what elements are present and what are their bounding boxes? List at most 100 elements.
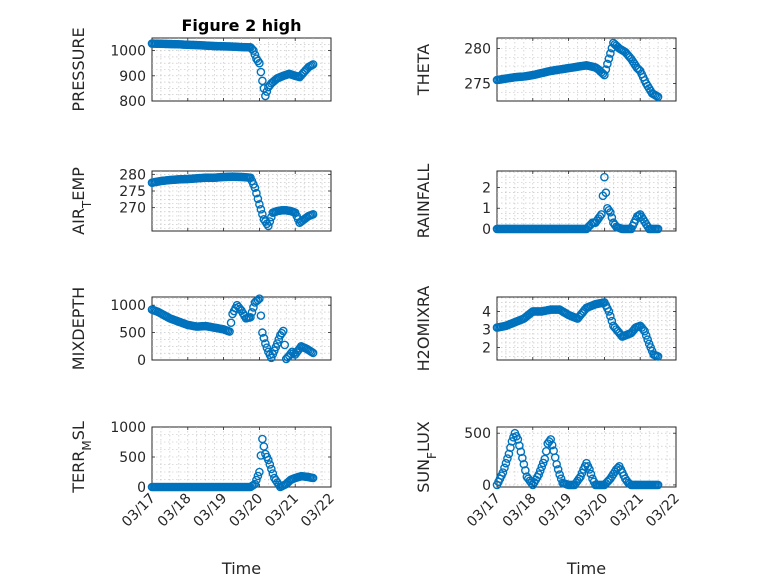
data-point	[601, 188, 611, 198]
data-point	[503, 454, 512, 463]
series-markers	[492, 428, 663, 490]
y-tick-label: 0	[137, 480, 146, 496]
y-tick-label: 4	[482, 304, 491, 320]
data-point	[595, 212, 605, 221]
data-point	[267, 464, 276, 474]
data-point	[256, 67, 266, 77]
data-point	[249, 46, 258, 55]
x-tick-label: 03/17	[464, 491, 504, 531]
data-point	[585, 465, 594, 474]
data-point	[253, 471, 263, 481]
panel-theta: 275 280 THETA	[414, 37, 677, 102]
data-point	[308, 60, 318, 69]
y-tick-label: 500	[119, 326, 146, 342]
panel-pressure: 800 900 1000 PRESSURE Figure 2 high	[69, 16, 332, 112]
data-point	[547, 440, 557, 450]
data-point	[308, 210, 318, 219]
y-tick-label: 1	[482, 201, 491, 217]
y-axis-label: PRESSURE	[69, 27, 88, 111]
data-point	[519, 459, 529, 469]
data-point	[261, 339, 270, 348]
data-point	[518, 453, 527, 463]
data-point	[268, 469, 278, 478]
y-axis-label: THETA	[414, 44, 433, 96]
x-tick-label: 03/20	[571, 491, 611, 531]
x-tick-label: 03/18	[155, 491, 195, 531]
data-point	[555, 470, 564, 479]
data-point	[643, 335, 652, 344]
series-markers	[147, 172, 318, 231]
x-tick-label: 03/21	[262, 491, 302, 531]
y-tick-label: 1000	[110, 420, 146, 436]
data-point	[256, 451, 266, 460]
data-point	[506, 443, 515, 452]
data-point	[278, 326, 288, 336]
data-point	[604, 54, 614, 63]
series-markers	[147, 434, 318, 492]
data-point	[641, 331, 651, 340]
data-point	[535, 466, 545, 476]
x-axis-label: Time	[221, 559, 261, 578]
data-point	[653, 224, 663, 234]
y-axis-label: MIXDEPTH	[69, 287, 88, 370]
data-point	[553, 465, 563, 474]
data-point	[265, 217, 275, 226]
data-point	[516, 447, 526, 457]
panel-h2omixra: 2 3 4 H2OMIXRA	[414, 286, 677, 371]
plot-area	[496, 426, 677, 488]
data-point	[601, 65, 611, 74]
y-axis-label: AIRTEMP	[69, 167, 94, 235]
data-point	[247, 308, 257, 317]
data-point	[255, 200, 264, 209]
data-point	[261, 91, 270, 101]
data-point	[253, 194, 263, 204]
data-point	[500, 463, 509, 473]
data-point	[256, 311, 266, 320]
y-axis-label: SUNFLUX	[414, 421, 439, 493]
y-tick-label: 1000	[110, 44, 146, 60]
y-tick-label: 270	[119, 201, 146, 217]
data-point	[501, 458, 511, 468]
data-point	[252, 475, 261, 485]
x-tick-label: 03/19	[536, 491, 576, 531]
y-tick-label: 275	[119, 184, 146, 200]
data-point	[604, 307, 614, 316]
data-point	[540, 454, 550, 464]
data-point	[538, 458, 548, 468]
x-tick-label: 03/17	[119, 491, 159, 531]
data-point	[504, 449, 514, 459]
series-markers	[492, 172, 663, 234]
panel-rainfall: 0 1 2 RAINFALL	[414, 164, 677, 238]
data-point	[653, 92, 663, 102]
y-tick-label: 0	[482, 478, 491, 494]
x-axis-label: Time	[566, 559, 606, 578]
data-point	[255, 294, 264, 303]
data-point	[262, 343, 272, 352]
data-point	[250, 183, 260, 192]
data-point	[256, 205, 266, 214]
data-point	[255, 467, 264, 477]
data-point	[597, 210, 606, 219]
data-point	[498, 468, 508, 477]
data-point	[264, 221, 273, 231]
data-point	[586, 469, 596, 479]
data-point	[515, 441, 524, 450]
data-point	[250, 479, 260, 489]
x-tick-label: 03/18	[500, 491, 540, 531]
y-tick-label: 900	[119, 69, 146, 85]
data-point	[265, 460, 275, 469]
data-point	[246, 312, 255, 322]
data-point	[653, 352, 663, 361]
data-point	[653, 480, 663, 490]
y-axis-label: TERRMSL	[69, 421, 94, 494]
y-tick-label: 800	[119, 94, 146, 110]
x-tick-label: 03/19	[191, 491, 231, 531]
data-point	[225, 327, 234, 336]
data-point	[552, 459, 561, 469]
data-point	[537, 462, 547, 472]
data-point	[253, 295, 263, 305]
series-markers	[492, 38, 663, 102]
